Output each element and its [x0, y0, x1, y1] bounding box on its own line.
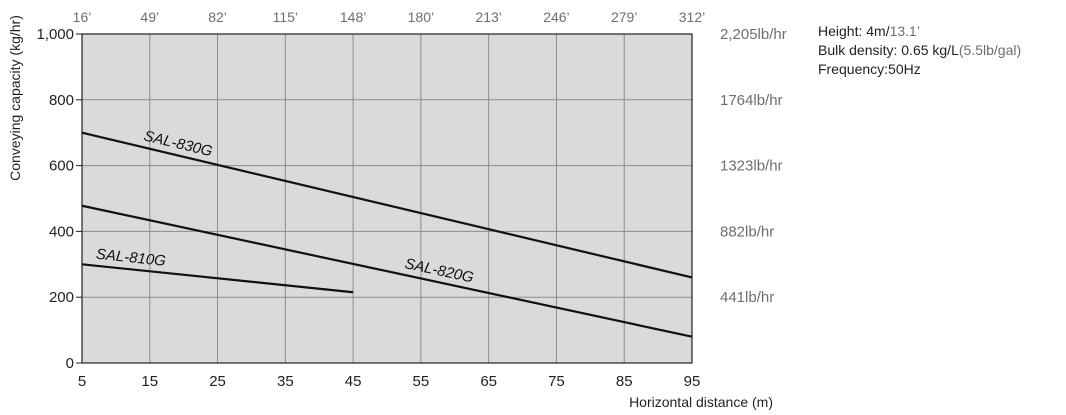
x-tick-label: 25	[209, 373, 226, 390]
x-tick-label: 5	[78, 373, 86, 390]
top-axis-label: 279’	[611, 9, 637, 25]
top-axis-label: 246’	[543, 9, 569, 25]
x-tick-label: 45	[345, 373, 362, 390]
x-tick-label: 85	[616, 373, 633, 390]
top-axis-label: 115’	[273, 9, 298, 25]
top-axis-label: 82’	[208, 9, 227, 25]
x-axis-title: Horizontal distance (m)	[629, 394, 773, 410]
spec-frequency: Frequency:50Hz	[818, 61, 921, 77]
spec-height-ft: 13.1’	[889, 23, 920, 39]
right-axis-label: 1764lb/hr	[720, 92, 783, 109]
spec-density-label: Bulk density: 0.65 kg/L	[818, 42, 959, 58]
series-line	[81, 263, 354, 294]
spec-density: Bulk density: 0.65 kg/L(5.5lb/gal)	[818, 41, 1021, 60]
x-tick-label: 95	[684, 373, 701, 390]
top-axis-label: 180’	[408, 9, 434, 25]
plot-frame	[81, 33, 693, 364]
x-tick-label: 55	[413, 373, 430, 390]
top-axis-label: 49’	[140, 9, 159, 25]
plot-area	[82, 34, 692, 363]
spec-height: Height: 4m/13.1’	[818, 22, 1021, 41]
top-axis-label: 16’	[73, 9, 92, 25]
right-axis-label: 441lb/hr	[720, 289, 774, 306]
y-tick-label: 600	[49, 158, 74, 175]
y-tick-label: 400	[49, 223, 74, 240]
spec-height-label: Height: 4m/	[818, 23, 890, 39]
x-tick-label: 35	[277, 373, 294, 390]
top-axis-label: 148’	[340, 9, 366, 25]
spec-panel: Height: 4m/13.1’ Bulk density: 0.65 kg/L…	[818, 22, 1021, 79]
top-axis-label: 312’	[679, 9, 705, 25]
series-line	[81, 131, 693, 279]
right-axis-label: 1323lb/hr	[720, 158, 783, 175]
y-tick-label: 1,000	[36, 26, 74, 43]
top-axis-label: 213’	[475, 9, 501, 25]
x-tick-label: 75	[548, 373, 565, 390]
spec-density-alt: (5.5lb/gal)	[958, 42, 1022, 58]
x-tick-label: 65	[480, 373, 497, 390]
y-axis-title: Conveying capacity (kg/hr)	[7, 15, 23, 181]
y-tick-label: 200	[49, 289, 74, 306]
x-tick-label: 15	[141, 373, 158, 390]
series-line	[81, 204, 693, 338]
right-axis-label: 882lb/hr	[720, 223, 774, 240]
y-tick-label: 0	[66, 355, 74, 372]
right-axis-label: 2,205lb/hr	[720, 26, 787, 43]
y-tick-label: 800	[49, 92, 74, 109]
